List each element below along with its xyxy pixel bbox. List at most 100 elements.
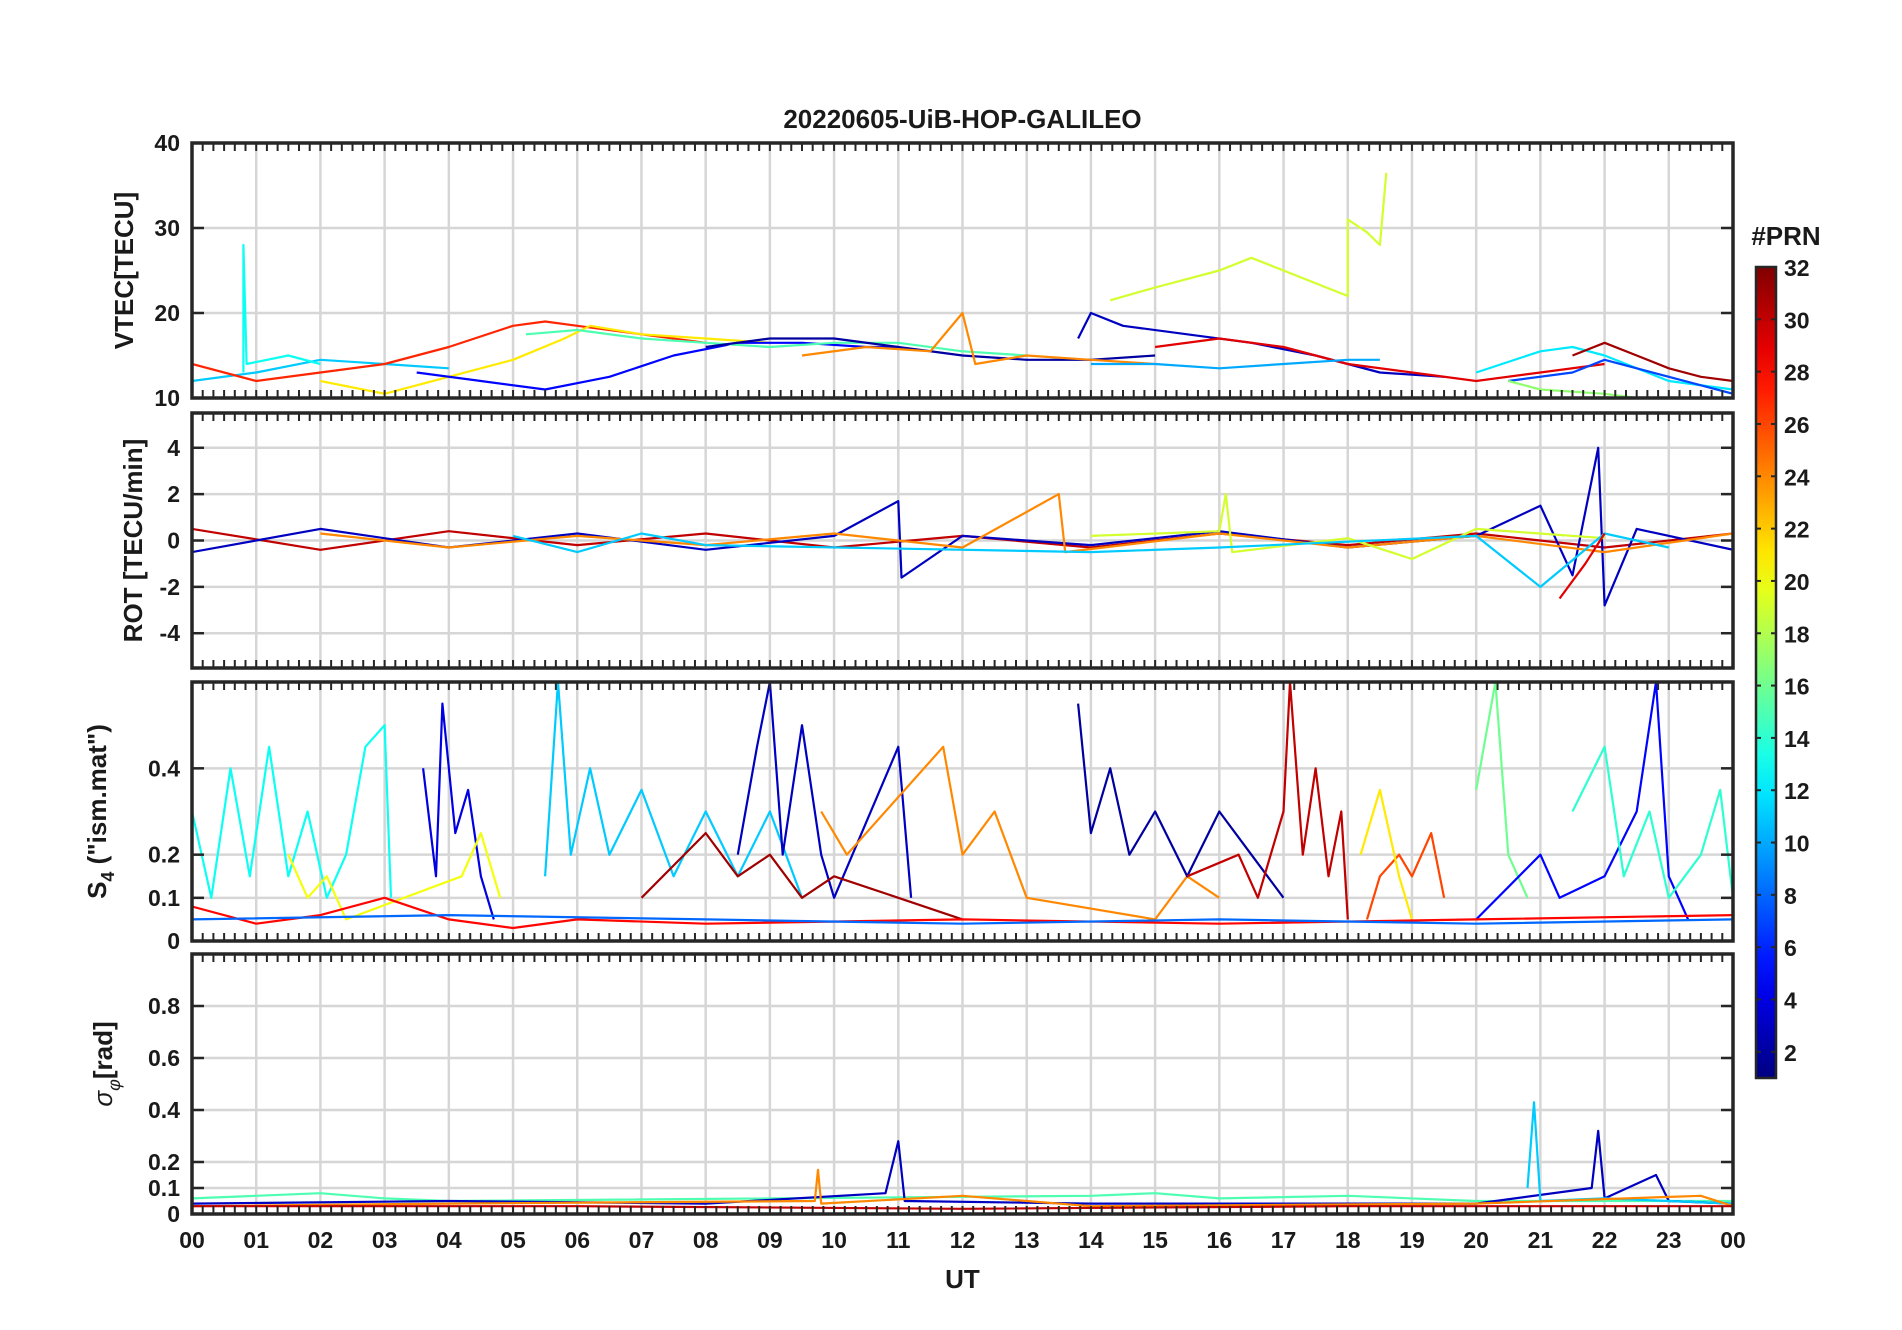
series-line-prn-13 bbox=[242, 243, 321, 373]
colorbar-tick-label: 2 bbox=[1784, 1040, 1797, 1066]
x-tick-label: 12 bbox=[950, 1227, 976, 1253]
x-tick-label: 07 bbox=[629, 1227, 655, 1253]
y-tick-label: -2 bbox=[160, 574, 180, 600]
x-tick-label: 03 bbox=[372, 1227, 398, 1253]
y-tick-label: 40 bbox=[154, 130, 180, 156]
y-tick-label: 0.8 bbox=[148, 993, 180, 1019]
y-axis-label: VTEC[TECU] bbox=[109, 192, 139, 349]
x-tick-label: 18 bbox=[1335, 1227, 1361, 1253]
y-tick-label: 0.2 bbox=[148, 1149, 180, 1175]
panel-sigma_phi: 00.10.2 0.4 0.6 0.8 σφ[rad] bbox=[88, 952, 1735, 1227]
x-tick-label: 00 bbox=[1720, 1227, 1746, 1253]
series-line-prn-2 bbox=[1077, 703, 1285, 899]
series-group bbox=[192, 682, 1733, 930]
x-tick-label: 11 bbox=[886, 1227, 911, 1253]
y-tick-label: 0 bbox=[167, 1201, 180, 1227]
x-tick-label: 05 bbox=[500, 1227, 526, 1253]
panel-frame bbox=[190, 411, 1735, 670]
series-line-prn-24 bbox=[801, 311, 1156, 366]
y-tick-label: -4 bbox=[160, 620, 181, 646]
colorbar-tick-label: 28 bbox=[1784, 360, 1810, 386]
colorbar-tick-label: 26 bbox=[1784, 412, 1810, 438]
x-tick-label: 04 bbox=[436, 1227, 462, 1253]
colorbar-tick-label: 20 bbox=[1784, 569, 1810, 595]
series-line-prn-11 bbox=[544, 682, 804, 899]
series-line-prn-26 bbox=[1365, 832, 1446, 920]
panel-frame bbox=[190, 680, 1735, 943]
colorbar-tick-label: 24 bbox=[1784, 464, 1810, 490]
chart-title: 20220605-UiB-HOP-GALILEO bbox=[783, 104, 1141, 134]
panel-rot: -4 -2 0 2 4 ROT [TECU/min] bbox=[118, 411, 1735, 670]
x-tick-label: 06 bbox=[564, 1227, 590, 1253]
x-tick-label: 09 bbox=[757, 1227, 783, 1253]
x-tick-label: 15 bbox=[1142, 1227, 1168, 1253]
y-tick-label: 30 bbox=[154, 215, 180, 241]
series-line-prn-12 bbox=[1475, 345, 1733, 391]
series-line-prn-19 bbox=[1109, 172, 1388, 302]
colorbar-tick-label: 22 bbox=[1784, 517, 1810, 543]
y-tick-label: 0.1 bbox=[148, 1175, 180, 1201]
panel-frame bbox=[190, 141, 1735, 400]
panel-s4: 0 0.1 0.2 0.4 S4 ("ism.mat") bbox=[82, 680, 1735, 954]
series-line-prn-5 bbox=[1475, 682, 1690, 921]
x-tick-label: 23 bbox=[1656, 1227, 1682, 1253]
x-tick-label: 00 bbox=[179, 1227, 205, 1253]
colorbar-tick-label: 16 bbox=[1784, 674, 1810, 700]
series-line-prn-7 bbox=[1508, 358, 1733, 395]
colorbar-tick-label: 32 bbox=[1784, 255, 1810, 281]
x-tick-label: 02 bbox=[308, 1227, 334, 1253]
panel-vtec: 10 20 30 40 VTEC[TECU] bbox=[109, 130, 1735, 411]
x-tick-label: 16 bbox=[1207, 1227, 1233, 1253]
x-axis-label: UT bbox=[945, 1264, 980, 1294]
series-line-prn-31 bbox=[1572, 341, 1733, 383]
x-axis: 00 01 02 03 04 05 06 07 08 09 10 11 12 13 14 15 16 17 18 19… bbox=[179, 1227, 1746, 1253]
y-tick-label: 0.1 bbox=[148, 885, 180, 911]
series-line-prn-10 bbox=[1090, 358, 1380, 370]
series-line-prn-24 bbox=[820, 745, 1220, 921]
y-tick-label: 4 bbox=[167, 435, 180, 461]
series-line-prn-8 bbox=[192, 914, 1733, 925]
series-line-prn-4 bbox=[422, 702, 495, 920]
y-axis-label: σφ[rad] bbox=[88, 1021, 124, 1106]
x-tick-label: 10 bbox=[821, 1227, 847, 1253]
chart-panels: 10 20 30 40 VTEC[TECU] -4 -2 0 2 4 ROT [TECU/min] 0… bbox=[82, 130, 1735, 1227]
x-tick-label: 20 bbox=[1463, 1227, 1489, 1253]
series-line-prn-5 bbox=[416, 341, 899, 391]
y-tick-label: 10 bbox=[154, 385, 180, 411]
colorbar-tick-label: 4 bbox=[1784, 988, 1797, 1014]
series-line-prn-30 bbox=[1186, 682, 1349, 920]
colorbar-tick-label: 30 bbox=[1784, 307, 1810, 333]
y-tick-label: 0.4 bbox=[148, 755, 180, 781]
y-tick-label: 2 bbox=[167, 481, 180, 507]
series-line-prn-11 bbox=[512, 532, 1670, 588]
series-line-prn-3 bbox=[192, 446, 1733, 607]
x-tick-label: 08 bbox=[693, 1227, 719, 1253]
y-axis-label: ROT [TECU/min] bbox=[118, 439, 148, 643]
colorbar-tick-label: 14 bbox=[1784, 726, 1810, 752]
x-tick-label: 21 bbox=[1528, 1227, 1554, 1253]
colorbar-label: #PRN bbox=[1751, 221, 1820, 251]
series-group bbox=[192, 172, 1733, 398]
series-line-prn-15 bbox=[192, 1192, 1733, 1203]
x-tick-label: 17 bbox=[1271, 1227, 1297, 1253]
y-tick-label: 0 bbox=[167, 528, 180, 554]
series-line-prn-21 bbox=[320, 324, 770, 395]
y-tick-label: 0.6 bbox=[148, 1045, 180, 1071]
colorbar-tick-label: 18 bbox=[1784, 621, 1810, 647]
series-line-prn-29 bbox=[1558, 532, 1606, 600]
y-tick-label: 20 bbox=[154, 300, 180, 326]
x-tick-label: 22 bbox=[1592, 1227, 1618, 1253]
x-tick-label: 19 bbox=[1399, 1227, 1425, 1253]
x-tick-label: 14 bbox=[1078, 1227, 1104, 1253]
colorbar-tick-label: 8 bbox=[1784, 883, 1797, 909]
series-group bbox=[192, 446, 1733, 607]
panel-frame bbox=[190, 952, 1735, 1216]
colorbar-tick-label: 6 bbox=[1784, 935, 1797, 961]
y-tick-label: 0.4 bbox=[148, 1097, 180, 1123]
colorbar-gradient bbox=[1754, 265, 1778, 1080]
colorbar-tick-label: 10 bbox=[1784, 831, 1810, 857]
series-line-prn-14 bbox=[1571, 745, 1733, 899]
y-tick-label: 0.2 bbox=[148, 842, 180, 868]
